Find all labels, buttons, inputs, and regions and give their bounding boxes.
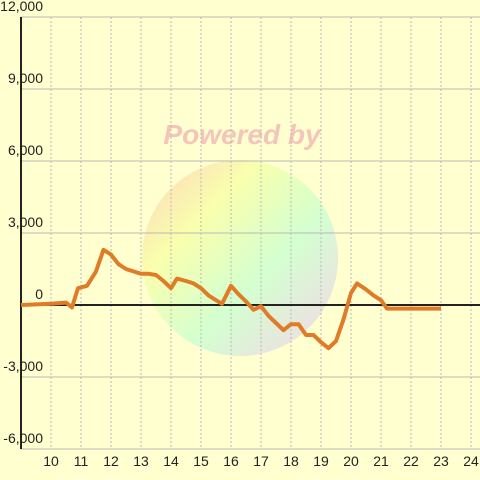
x-tick-label: 11 xyxy=(74,453,89,469)
y-tick-label: -6,000 xyxy=(3,430,43,446)
x-tick-label: 15 xyxy=(193,453,209,469)
x-tick-label: 20 xyxy=(343,453,359,469)
x-tick-label: 14 xyxy=(163,453,179,469)
x-tick-label: 10 xyxy=(43,453,59,469)
x-tick-label: 13 xyxy=(133,453,149,469)
grid: -6,000 -3,000 0 3,000 6,000 9,000 12,000 10 11 12… xyxy=(0,0,480,469)
y-tick-label: 6,000 xyxy=(8,142,43,158)
x-tick-label: 22 xyxy=(403,453,419,469)
x-tick-label: 24 xyxy=(463,453,479,469)
line xyxy=(20,247,441,351)
y-tick-label: 12,000 xyxy=(0,0,43,14)
y-tick-label: 3,000 xyxy=(8,214,43,230)
x-tick-label: 18 xyxy=(283,453,299,469)
x-tick-label: 19 xyxy=(313,453,329,469)
plot xyxy=(20,247,441,351)
x-tick-label: 23 xyxy=(433,453,449,469)
y-tick-label: 0 xyxy=(35,286,43,302)
y-tick-label: -3,000 xyxy=(3,358,43,374)
x-tick-label: 21 xyxy=(373,453,389,469)
y-tick-label: 9,000 xyxy=(8,70,43,86)
watermark-logo xyxy=(142,160,338,356)
x-tick-label: 17 xyxy=(253,453,269,469)
x-tick-label: 16 xyxy=(223,453,239,469)
watermark: Powered by xyxy=(163,119,322,150)
x-tick-label: 12 xyxy=(103,453,119,469)
